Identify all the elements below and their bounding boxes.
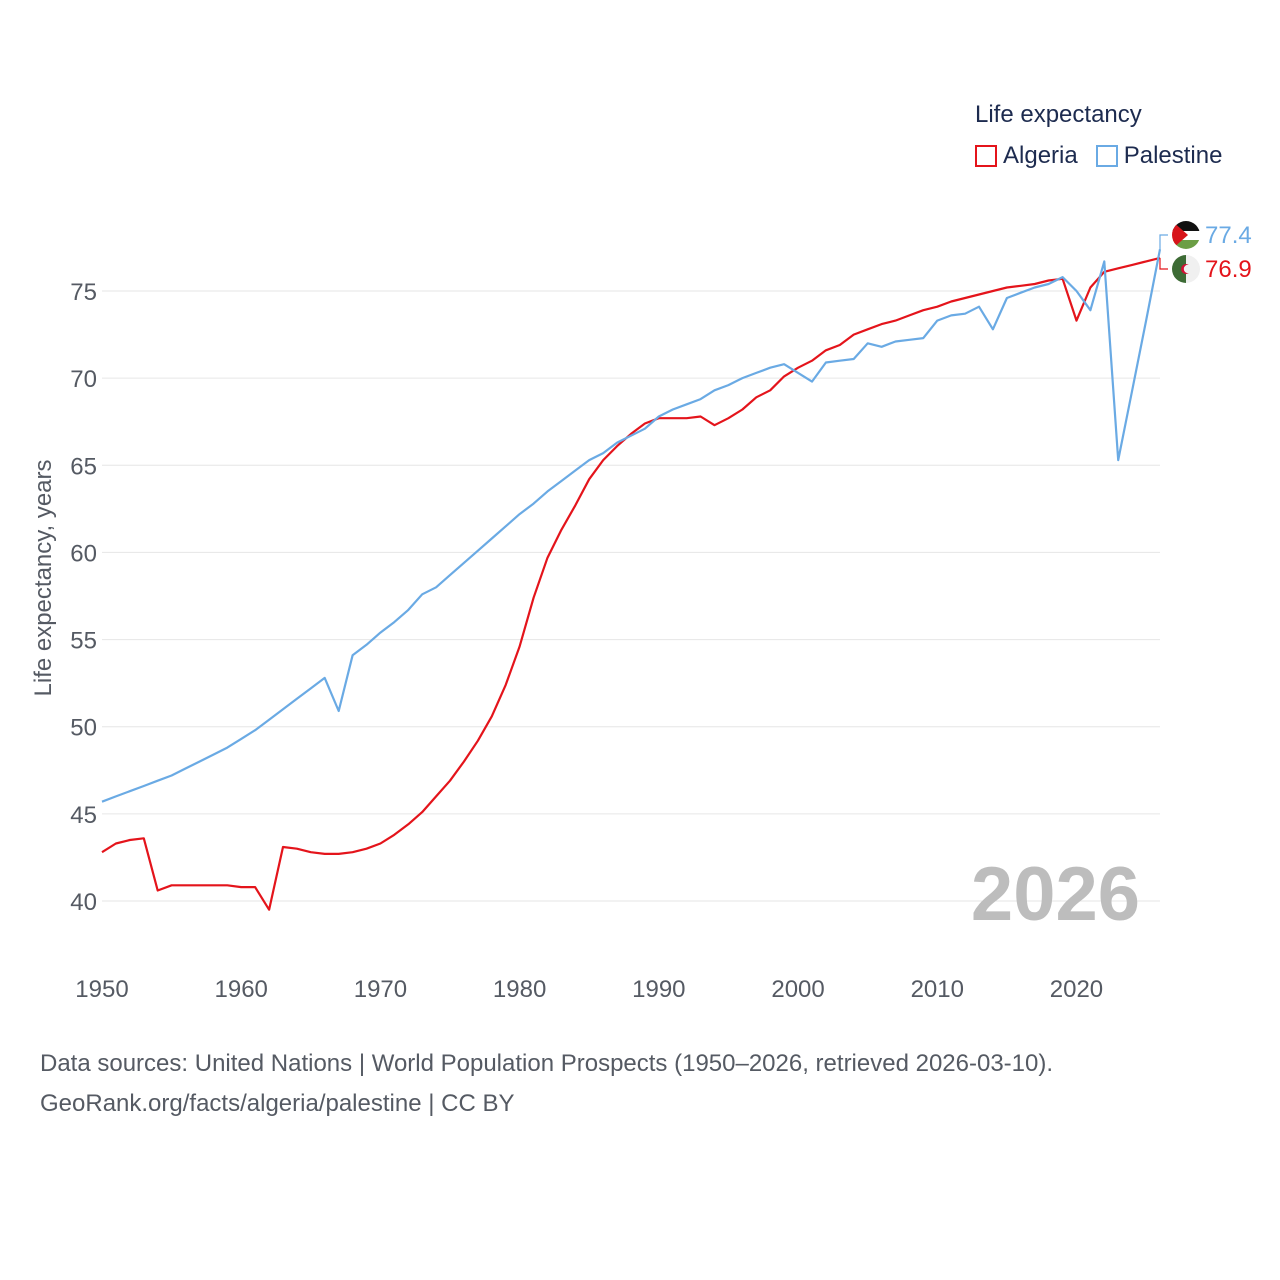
y-tick-50: 50 (70, 715, 97, 742)
end-label-algeria: 76.9 (1205, 256, 1252, 283)
x-tick-2020: 2020 (1050, 976, 1103, 1003)
end-label-palestine: 77.4 (1205, 222, 1252, 249)
source-line-1: Data sources: United Nations | World Pop… (40, 1050, 1054, 1077)
y-tick-55: 55 (70, 628, 97, 655)
y-tick-45: 45 (70, 802, 97, 829)
legend-title: Life expectancy (975, 101, 1142, 128)
legend-item-palestine[interactable]: Palestine (1095, 142, 1223, 170)
x-tick-1960: 1960 (215, 976, 268, 1003)
y-tick-labels: 40 45 50 55 60 65 70 75 (70, 279, 97, 916)
legend-label-palestine: Palestine (1123, 142, 1223, 169)
x-tick-2000: 2000 (771, 976, 824, 1003)
legend: Algeria Palestine (975, 142, 1240, 170)
algeria-flag-icon (1172, 255, 1200, 283)
palestine-flag-icon (1172, 221, 1200, 249)
x-tick-2010: 2010 (911, 976, 964, 1003)
end-connector-algeria (1159, 257, 1168, 270)
grid-lines (102, 290, 1160, 902)
y-axis-label: Life expectancy, years (30, 459, 57, 696)
legend-swatch-algeria (975, 145, 997, 167)
y-tick-60: 60 (70, 540, 97, 567)
y-tick-70: 70 (70, 366, 97, 393)
x-tick-1980: 1980 (493, 976, 546, 1003)
y-tick-75: 75 (70, 279, 97, 306)
series-layer: 76.9 77.4 (101, 222, 1252, 911)
legend-label-algeria: Algeria (1003, 142, 1078, 169)
series-line-algeria (101, 256, 1161, 911)
end-connector-palestine (1159, 234, 1168, 250)
y-tick-40: 40 (70, 889, 97, 916)
x-tick-1990: 1990 (632, 976, 685, 1003)
series-line-palestine (101, 248, 1162, 803)
source-line-2: GeoRank.org/facts/algeria/palestine | CC… (40, 1090, 515, 1117)
data-source-note: Data sources: United Nations | World Pop… (40, 1044, 1053, 1124)
x-tick-1950: 1950 (75, 976, 128, 1003)
y-tick-65: 65 (70, 453, 97, 480)
x-tick-1970: 1970 (354, 976, 407, 1003)
legend-item-algeria[interactable]: Algeria (975, 142, 1078, 170)
legend-swatch-palestine (1095, 145, 1118, 167)
end-markers (1172, 221, 1200, 283)
year-watermark: 2026 (971, 852, 1140, 937)
x-tick-labels: 1950 1960 1970 1980 1990 2000 2010 2020 (75, 976, 1103, 1003)
